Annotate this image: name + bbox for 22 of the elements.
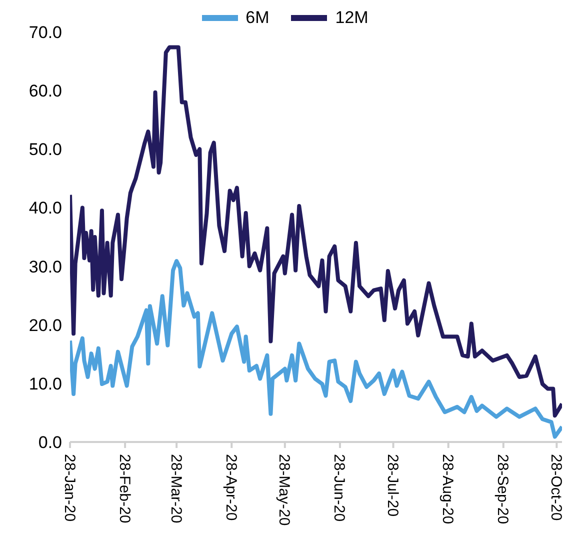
y-tick-label: 10.0 bbox=[28, 374, 62, 394]
y-tick-label: 50.0 bbox=[28, 140, 62, 160]
x-tick-label: 28-Mar-20 bbox=[167, 454, 184, 524]
y-tick-label: 70.0 bbox=[28, 23, 62, 42]
y-tick-label: 40.0 bbox=[28, 198, 62, 218]
line-series bbox=[70, 45, 562, 418]
x-tick-label: 28-Sep-20 bbox=[494, 454, 512, 524]
x-tick-label: 28-Oct-20 bbox=[547, 454, 564, 521]
legend-label: 6M bbox=[246, 8, 270, 28]
x-tick-label: 28-Apr-20 bbox=[222, 454, 240, 521]
y-tick-label: 60.0 bbox=[28, 82, 62, 101]
y-tick-label: 30.0 bbox=[28, 257, 62, 276]
x-tick-label: 28-Jul-20 bbox=[384, 454, 402, 517]
y-tick-label: 20.0 bbox=[28, 316, 62, 335]
x-tick-label: 28-Jan-20 bbox=[60, 454, 78, 522]
x-tick-label: 28-May-20 bbox=[276, 454, 293, 526]
x-tick-label: 28-Aug-20 bbox=[439, 454, 456, 524]
line-series bbox=[70, 259, 562, 439]
x-tick-label: 28-Jun-20 bbox=[330, 454, 348, 522]
legend-label: 12M bbox=[335, 8, 368, 28]
y-tick-label: 0.0 bbox=[38, 433, 62, 452]
x-tick-label: 28-Feb-20 bbox=[116, 454, 133, 524]
